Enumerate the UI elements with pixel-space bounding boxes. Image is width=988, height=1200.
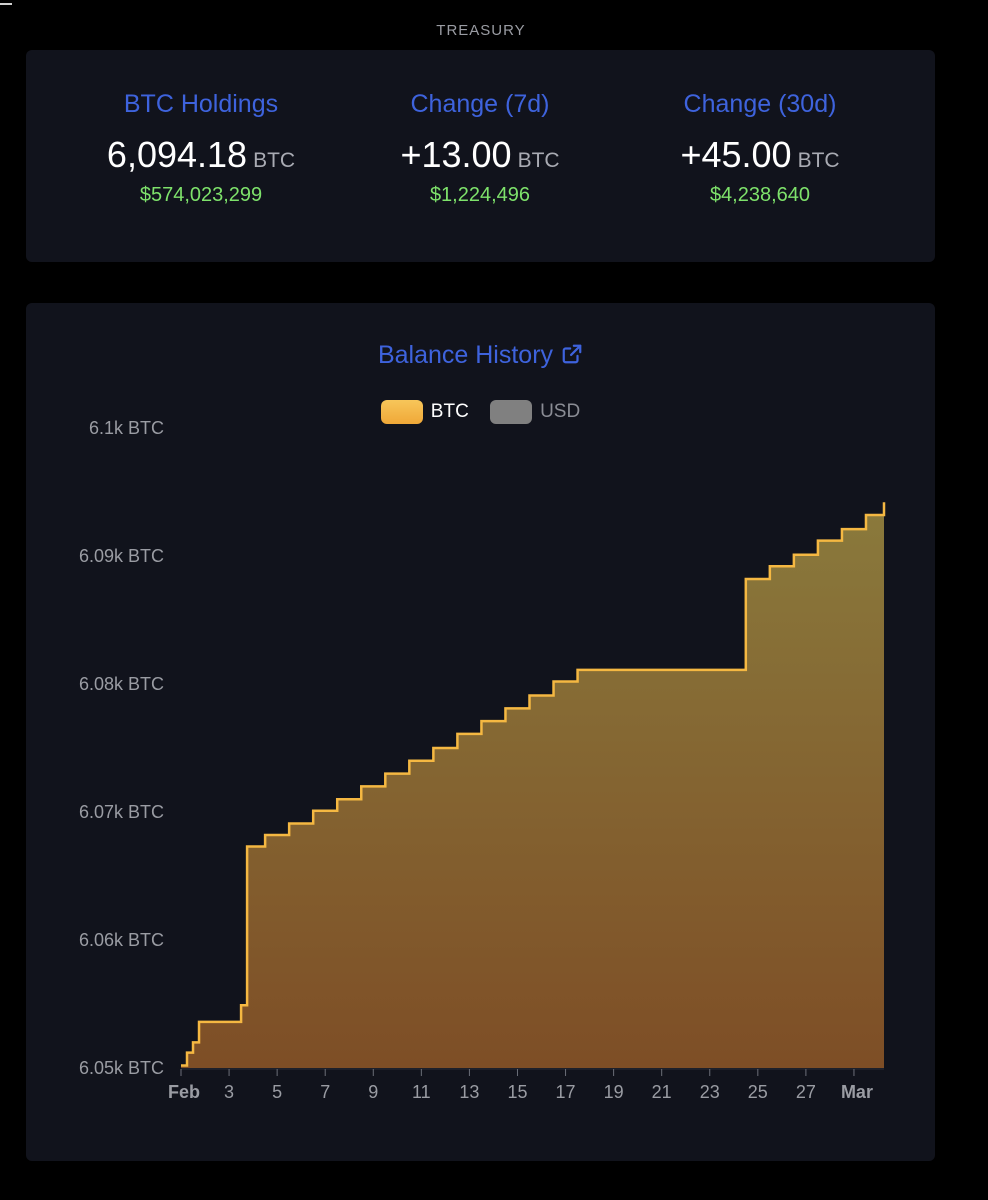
balance-history-card: 6.05k BTC 6.06k BTC 6.07k BTC 6.08k BTC 6.09…: [26, 303, 935, 1161]
stat-change-30d: Change (30d) +45.00 BTC $4,238,640: [610, 90, 910, 207]
legend-swatch-btc: [380, 400, 423, 424]
x-tick-label: 3: [224, 1082, 234, 1102]
legend-label-usd: USD: [540, 401, 581, 422]
x-tick-label: 17: [556, 1082, 576, 1102]
stat-usd-value: $1,224,496: [429, 184, 531, 206]
stat-label: BTC Holdings: [123, 90, 279, 118]
y-tick-label: 6.09k BTC: [79, 546, 164, 566]
chart-title[interactable]: Balance History: [377, 341, 554, 369]
stat-label: Change (7d): [410, 90, 550, 118]
chart-title-link[interactable]: Balance History: [26, 341, 935, 370]
external-link-icon[interactable]: [561, 343, 583, 365]
y-tick-label: 6.1k BTC: [89, 418, 164, 438]
btc-series-line: [181, 502, 886, 1067]
stat-value: +45.00: [680, 134, 792, 175]
y-tick-label: 6.06k BTC: [79, 930, 164, 950]
btc-area-fill: [181, 502, 884, 1068]
section-title: TREASURY: [436, 22, 526, 39]
y-tick-label: 6.05k BTC: [79, 1058, 164, 1078]
x-tick-label: 25: [748, 1082, 768, 1102]
y-tick-label: 6.07k BTC: [79, 802, 164, 822]
x-tick-label: 7: [320, 1082, 330, 1102]
legend-item-btc[interactable]: BTC: [380, 400, 469, 424]
legend-item-usd[interactable]: USD: [490, 400, 580, 424]
chart-legend: BTC USD: [26, 400, 935, 424]
x-tick-label: 19: [604, 1082, 624, 1102]
x-tick-label: 11: [412, 1082, 431, 1102]
stat-unit: BTC: [253, 149, 296, 172]
stat-usd-value: $574,023,299: [139, 184, 263, 206]
stat-value: 6,094.18: [106, 134, 248, 175]
stat-label: Change (30d): [683, 90, 837, 118]
stat-btc-holdings: BTC Holdings 6,094.18 BTC $574,023,299: [51, 90, 351, 207]
stat-change-7d: Change (7d) +13.00 BTC $1,224,496: [330, 90, 630, 207]
stat-unit: BTC: [797, 149, 840, 172]
window-corner-mark: [0, 3, 12, 5]
balance-history-chart: 6.05k BTC 6.06k BTC 6.07k BTC 6.08k BTC 6.09…: [79, 418, 886, 1102]
x-tick-label: 9: [368, 1082, 378, 1102]
stats-card: BTC Holdings 6,094.18 BTC $574,023,299 Ch…: [26, 50, 935, 262]
stat-unit: BTC: [517, 149, 560, 172]
x-tick-label: Feb: [168, 1082, 200, 1102]
x-tick-label: Mar: [841, 1082, 873, 1102]
y-tick-label: 6.08k BTC: [79, 674, 164, 694]
x-tick-label: 13: [459, 1082, 479, 1102]
stat-value: +13.00: [400, 134, 512, 175]
x-tick-label: 23: [700, 1082, 720, 1102]
x-tick-label: 27: [796, 1082, 816, 1102]
x-tick-label: 5: [272, 1082, 282, 1102]
stat-usd-value: $4,238,640: [709, 184, 811, 206]
legend-swatch-usd: [490, 400, 533, 424]
x-tick-label: 15: [507, 1082, 527, 1102]
legend-label-btc: BTC: [430, 401, 469, 422]
x-tick-label: 21: [652, 1082, 672, 1102]
